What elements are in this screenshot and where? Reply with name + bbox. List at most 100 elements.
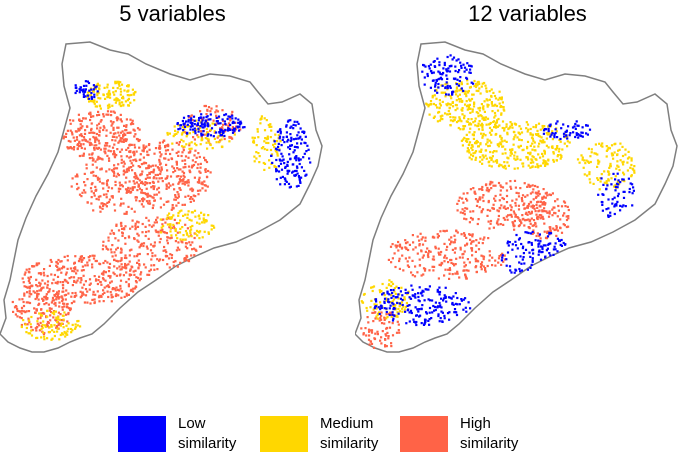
similarity-pixel-medium bbox=[631, 167, 634, 170]
similarity-pixel-low bbox=[279, 130, 282, 133]
similarity-pixel-low bbox=[286, 120, 290, 123]
similarity-pixel-high bbox=[369, 340, 372, 343]
similarity-pixel-high bbox=[77, 113, 80, 116]
similarity-pixel-medium bbox=[117, 80, 120, 83]
similarity-pixel-medium bbox=[129, 101, 132, 104]
similarity-pixel-high bbox=[181, 159, 184, 162]
similarity-pixel-high bbox=[134, 285, 137, 288]
similarity-pixel-high bbox=[493, 197, 496, 200]
similarity-pixel-low bbox=[305, 173, 308, 176]
similarity-pixel-low bbox=[286, 163, 289, 166]
similarity-pixel-high bbox=[79, 296, 82, 299]
similarity-pixel-low bbox=[293, 120, 296, 123]
similarity-pixel-high bbox=[175, 249, 178, 252]
similarity-pixel-medium bbox=[503, 161, 506, 164]
similarity-pixel-high bbox=[101, 248, 104, 251]
similarity-pixel-medium bbox=[446, 113, 449, 116]
similarity-pixel-low bbox=[190, 122, 193, 125]
similarity-pixel-medium bbox=[482, 156, 485, 159]
similarity-pixel-medium bbox=[498, 102, 501, 105]
similarity-pixel-high bbox=[187, 184, 190, 187]
similarity-pixel-high bbox=[97, 279, 100, 282]
similarity-pixel-medium bbox=[538, 135, 542, 138]
similarity-pixel-high bbox=[115, 274, 118, 277]
similarity-pixel-high bbox=[42, 271, 45, 274]
similarity-pixel-medium bbox=[516, 158, 519, 161]
similarity-pixel-high bbox=[36, 322, 39, 325]
similarity-pixel-high bbox=[480, 211, 483, 214]
similarity-pixel-high bbox=[112, 132, 115, 135]
similarity-pixel-high bbox=[475, 244, 478, 247]
similarity-pixel-high bbox=[394, 244, 397, 247]
similarity-pixel-high bbox=[82, 269, 85, 272]
similarity-pixel-medium bbox=[621, 154, 625, 158]
similarity-pixel-medium bbox=[217, 135, 220, 138]
similarity-pixel-medium bbox=[251, 136, 254, 139]
similarity-pixel-medium bbox=[497, 165, 501, 168]
similarity-pixel-high bbox=[548, 210, 551, 213]
similarity-pixel-high bbox=[150, 186, 153, 189]
similarity-pixel-high bbox=[74, 255, 77, 258]
similarity-pixel-medium bbox=[468, 131, 471, 134]
similarity-pixel-high bbox=[469, 216, 473, 220]
similarity-pixel-low bbox=[303, 169, 306, 172]
similarity-pixel-high bbox=[99, 206, 102, 209]
similarity-pixel-high bbox=[136, 255, 139, 258]
similarity-pixel-high bbox=[81, 154, 84, 157]
similarity-pixel-low bbox=[530, 241, 533, 245]
similarity-pixel-high bbox=[89, 118, 92, 122]
similarity-pixel-medium bbox=[123, 89, 126, 92]
similarity-pixel-high bbox=[391, 334, 395, 337]
similarity-pixel-high bbox=[50, 301, 53, 304]
similarity-pixel-medium bbox=[92, 90, 95, 93]
similarity-pixel-medium bbox=[469, 111, 472, 114]
similarity-pixel-high bbox=[112, 153, 115, 156]
similarity-pixel-medium bbox=[555, 146, 559, 149]
similarity-pixel-low bbox=[224, 128, 227, 131]
similarity-pixel-medium bbox=[532, 156, 535, 159]
similarity-pixel-high bbox=[461, 197, 464, 200]
similarity-pixel-high bbox=[389, 311, 392, 314]
similarity-pixel-high bbox=[397, 323, 400, 326]
similarity-pixel-high bbox=[387, 258, 390, 261]
similarity-pixel-high bbox=[104, 271, 107, 274]
similarity-pixel-high bbox=[388, 321, 391, 324]
similarity-pixel-high bbox=[125, 280, 128, 284]
similarity-pixel-high bbox=[486, 264, 489, 268]
similarity-pixel-medium bbox=[629, 166, 632, 169]
similarity-pixel-low bbox=[529, 232, 532, 235]
similarity-pixel-high bbox=[92, 135, 95, 139]
similarity-pixel-medium bbox=[376, 312, 380, 315]
similarity-pixel-high bbox=[21, 298, 24, 301]
similarity-pixel-high bbox=[412, 248, 415, 251]
similarity-pixel-high bbox=[82, 283, 86, 286]
similarity-pixel-medium bbox=[490, 128, 493, 132]
similarity-pixel-medium bbox=[182, 234, 185, 237]
similarity-pixel-high bbox=[549, 226, 552, 229]
similarity-pixel-high bbox=[532, 224, 535, 227]
similarity-pixel-low bbox=[219, 122, 222, 125]
similarity-pixel-medium bbox=[492, 91, 495, 94]
similarity-pixel-high bbox=[497, 223, 500, 226]
similarity-pixel-high bbox=[130, 121, 133, 125]
similarity-pixel-medium bbox=[488, 126, 492, 129]
similarity-pixel-low bbox=[452, 295, 455, 298]
similarity-pixel-high bbox=[137, 165, 140, 168]
similarity-pixel-high bbox=[383, 318, 386, 321]
similarity-pixel-low bbox=[294, 173, 297, 176]
similarity-pixel-medium bbox=[482, 105, 485, 108]
similarity-pixel-medium bbox=[276, 140, 279, 143]
similarity-pixel-medium bbox=[111, 104, 114, 107]
similarity-pixel-medium bbox=[484, 116, 487, 119]
similarity-pixel-high bbox=[497, 218, 500, 221]
similarity-pixel-high bbox=[548, 193, 551, 196]
similarity-pixel-high bbox=[57, 297, 60, 300]
similarity-pixel-high bbox=[529, 192, 532, 195]
similarity-pixel-low bbox=[518, 267, 521, 271]
similarity-pixel-high bbox=[102, 125, 105, 128]
similarity-pixel-low bbox=[537, 245, 540, 248]
similarity-pixel-high bbox=[89, 142, 92, 145]
similarity-pixel-high bbox=[125, 292, 128, 295]
similarity-pixel-medium bbox=[504, 167, 507, 170]
similarity-pixel-low bbox=[285, 125, 288, 128]
